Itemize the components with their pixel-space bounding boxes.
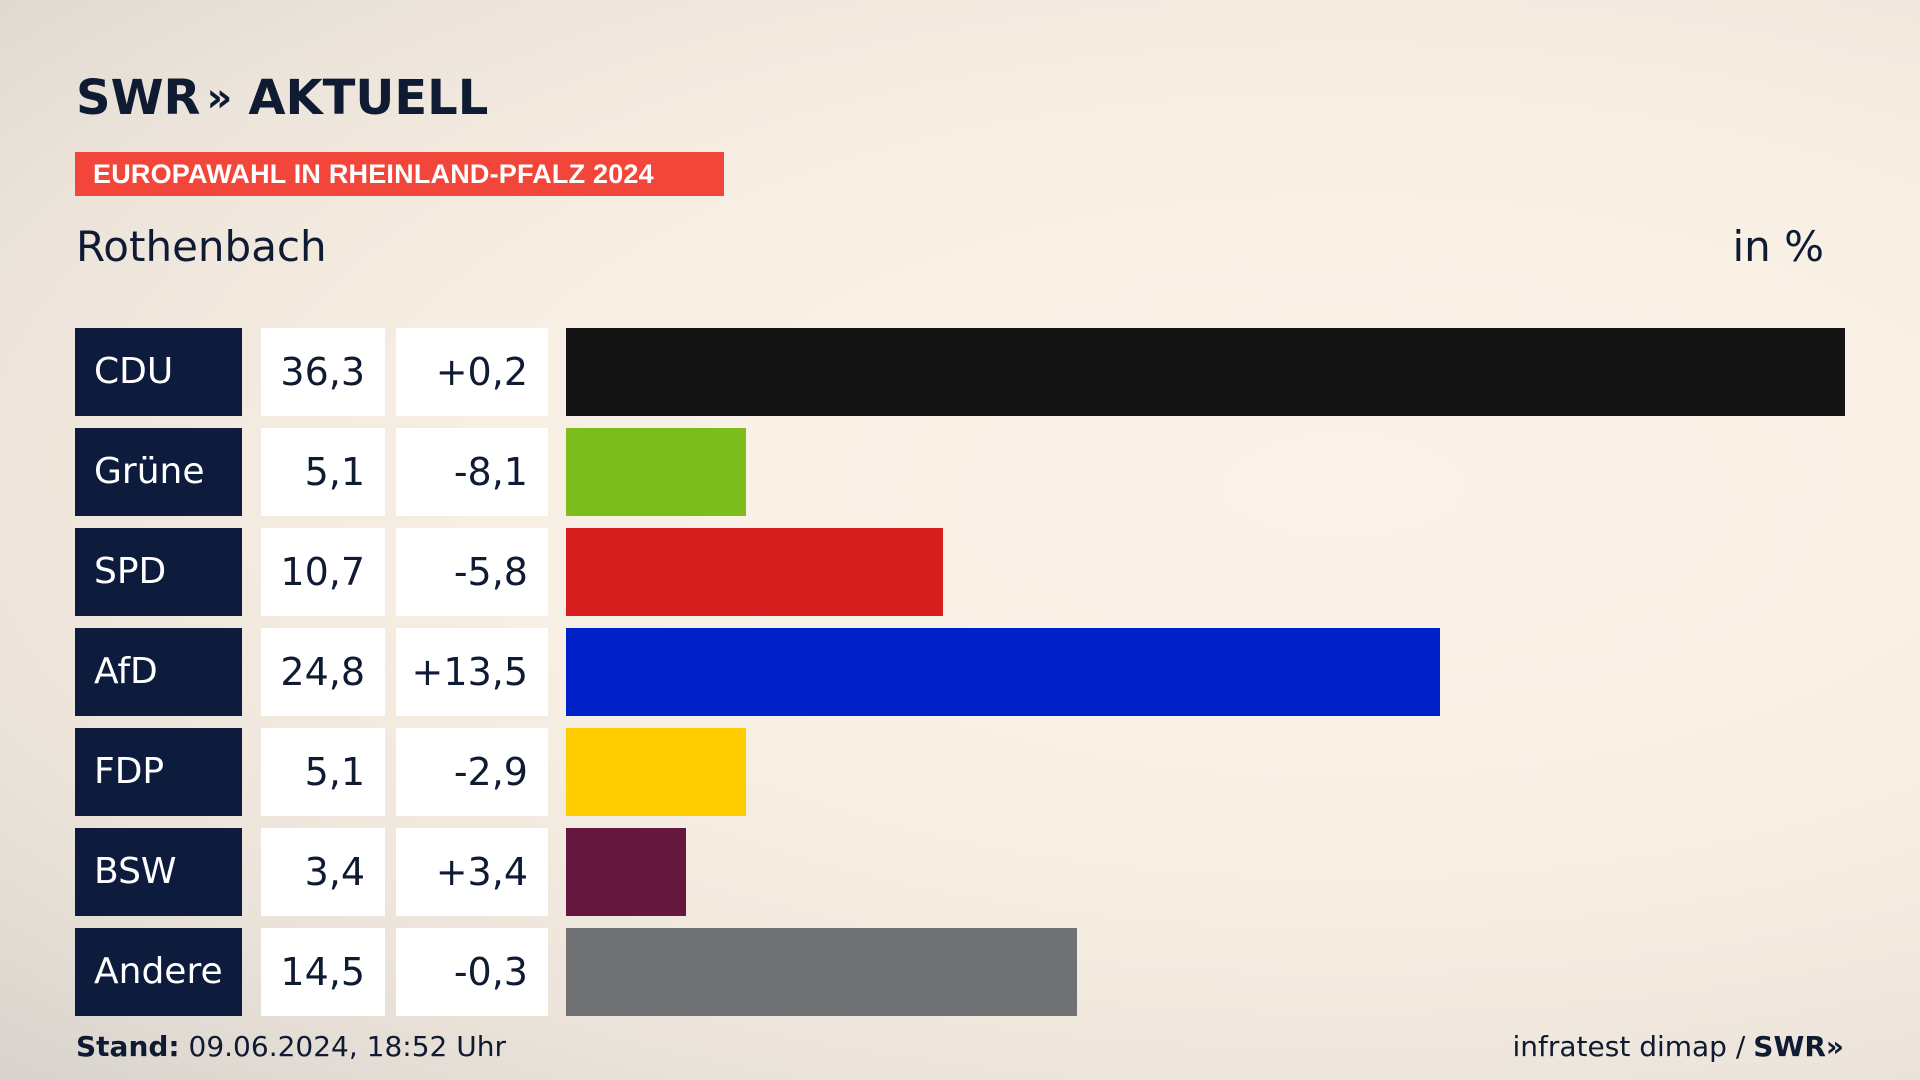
change-label: -8,1 bbox=[396, 428, 548, 516]
result-bar bbox=[566, 528, 943, 616]
chart-title: Rothenbach bbox=[76, 222, 327, 271]
result-row: Andere 14,5 -0,3 bbox=[75, 928, 1845, 1016]
change-label: +3,4 bbox=[396, 828, 548, 916]
party-label: BSW bbox=[75, 828, 242, 916]
party-label: Grüne bbox=[75, 428, 242, 516]
stand-label: Stand: bbox=[76, 1030, 180, 1063]
result-bar bbox=[566, 428, 746, 516]
party-label: SPD bbox=[75, 528, 242, 616]
result-row: BSW 3,4 +3,4 bbox=[75, 828, 1845, 916]
source-credit: infratest dimap / SWR» bbox=[1512, 1030, 1844, 1063]
party-label: CDU bbox=[75, 328, 242, 416]
change-label: -2,9 bbox=[396, 728, 548, 816]
vote-share-label: 5,1 bbox=[261, 728, 385, 816]
result-bar bbox=[566, 828, 686, 916]
swr-aktuell-logo: SWR» AKTUELL bbox=[76, 70, 488, 126]
logo-main: SWR bbox=[76, 70, 201, 126]
election-banner: EUROPAWAHL IN RHEINLAND-PFALZ 2024 bbox=[75, 152, 724, 196]
vote-share-label: 24,8 bbox=[261, 628, 385, 716]
result-row: FDP 5,1 -2,9 bbox=[75, 728, 1845, 816]
result-bar bbox=[566, 628, 1440, 716]
vote-share-label: 10,7 bbox=[261, 528, 385, 616]
source-text: infratest dimap / bbox=[1512, 1030, 1746, 1063]
party-label: AfD bbox=[75, 628, 242, 716]
logo-sub: AKTUELL bbox=[248, 70, 489, 126]
result-bar bbox=[566, 728, 746, 816]
source-swr-logo: SWR» bbox=[1753, 1030, 1844, 1063]
vote-share-label: 5,1 bbox=[261, 428, 385, 516]
change-label: +0,2 bbox=[396, 328, 548, 416]
result-bar bbox=[566, 928, 1077, 1016]
party-label: Andere bbox=[75, 928, 242, 1016]
result-bar bbox=[566, 328, 1845, 416]
vote-share-label: 14,5 bbox=[261, 928, 385, 1016]
change-label: +13,5 bbox=[396, 628, 548, 716]
result-row: SPD 10,7 -5,8 bbox=[75, 528, 1845, 616]
unit-label: in % bbox=[1732, 222, 1824, 271]
vote-share-label: 36,3 bbox=[261, 328, 385, 416]
result-row: Grüne 5,1 -8,1 bbox=[75, 428, 1845, 516]
result-row: CDU 36,3 +0,2 bbox=[75, 328, 1845, 416]
change-label: -5,8 bbox=[396, 528, 548, 616]
change-label: -0,3 bbox=[396, 928, 548, 1016]
party-label: FDP bbox=[75, 728, 242, 816]
timestamp: Stand: 09.06.2024, 18:52 Uhr bbox=[76, 1030, 506, 1063]
logo-chevron-icon: » bbox=[206, 75, 232, 121]
stand-value: 09.06.2024, 18:52 Uhr bbox=[188, 1030, 506, 1063]
vote-share-label: 3,4 bbox=[261, 828, 385, 916]
result-row: AfD 24,8 +13,5 bbox=[75, 628, 1845, 716]
